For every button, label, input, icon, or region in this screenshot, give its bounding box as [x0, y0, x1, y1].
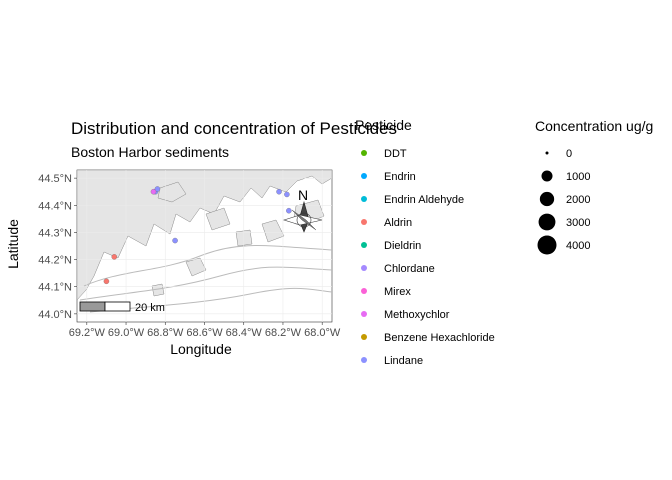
- color-legend-label: Lindane: [384, 355, 423, 367]
- size-legend-key: [545, 151, 549, 155]
- y-tick-label: 44.3°N: [38, 227, 72, 239]
- color-legend-label: Endrin: [384, 171, 416, 183]
- y-tick-label: 44.1°N: [38, 282, 72, 294]
- color-legend-label: Aldrin: [384, 217, 412, 229]
- color-legend-label: Endrin Aldehyde: [384, 194, 464, 206]
- color-legend: DDT Endrin Endrin Aldehyde Aldrin Dieldrin Ch…: [361, 148, 495, 367]
- size-legend-key: [537, 235, 557, 255]
- chart-title: Distribution and concentration of Pestic…: [71, 119, 397, 138]
- size-legend-label: 4000: [566, 240, 590, 252]
- color-legend-label: Benzene Hexachloride: [384, 332, 495, 344]
- data-point: [276, 188, 282, 195]
- data-point: [150, 188, 157, 195]
- color-legend-key: [361, 219, 367, 225]
- size-legend-key: [539, 191, 555, 207]
- color-legend-label: DDT: [384, 148, 407, 160]
- color-legend-label: Methoxychlor: [384, 309, 450, 321]
- color-legend-label: Dieldrin: [384, 240, 421, 252]
- y-tick-label: 44.5°N: [38, 173, 72, 185]
- scale-bar-label: 20 km: [135, 302, 165, 314]
- y-axis-label: Latitude: [5, 219, 21, 269]
- x-tick-label: 68.4°W: [226, 327, 263, 339]
- color-legend-key: [361, 150, 367, 156]
- color-legend-label: Chlordane: [384, 263, 435, 275]
- north-arrow: N: [282, 187, 323, 233]
- color-legend-key: [361, 334, 367, 340]
- color-legend-title: Pesticide: [355, 117, 412, 133]
- x-axis-label: Longitude: [170, 341, 232, 357]
- size-legend-label: 3000: [566, 217, 590, 229]
- y-axis: 44.0°N 44.1°N 44.2°N 44.3°N 44.4°N 44.5°N: [38, 173, 77, 321]
- chart-subtitle: Boston Harbor sediments: [71, 144, 229, 160]
- north-label: N: [298, 187, 308, 203]
- color-legend-key: [361, 357, 367, 363]
- data-point: [111, 254, 118, 260]
- x-tick-label: 69.2°W: [69, 327, 106, 339]
- data-point: [154, 186, 161, 192]
- color-legend-label: Mirex: [384, 286, 411, 298]
- size-legend-label: 2000: [566, 194, 590, 206]
- data-point: [103, 278, 110, 285]
- data-point: [284, 191, 290, 198]
- scale-bar-dark: [79, 301, 106, 312]
- x-tick-label: 69.0°W: [108, 327, 145, 339]
- size-legend: 0 1000 2000 3000 4000: [537, 148, 590, 255]
- x-tick-label: 68.8°W: [147, 327, 184, 339]
- color-legend-key: [361, 196, 367, 202]
- x-tick-label: 68.6°W: [186, 327, 223, 339]
- x-tick-label: 68.0°W: [304, 327, 341, 339]
- size-legend-key: [538, 213, 556, 231]
- grid: [77, 170, 332, 322]
- y-tick-label: 44.2°N: [38, 255, 72, 267]
- scale-bar: 20 km: [79, 301, 165, 314]
- size-legend-title: Concentration ug/g: [535, 118, 653, 134]
- y-tick-label: 44.4°N: [38, 200, 72, 212]
- data-point: [286, 207, 292, 214]
- size-legend-key: [541, 170, 553, 182]
- color-legend-key: [361, 242, 367, 248]
- x-tick-label: 68.2°W: [265, 327, 302, 339]
- color-legend-key: [361, 288, 367, 294]
- size-legend-label: 0: [566, 148, 572, 160]
- data-point: [172, 237, 178, 244]
- size-legend-label: 1000: [566, 171, 590, 183]
- color-legend-key: [361, 265, 367, 271]
- x-axis: 69.2°W 69.0°W 68.8°W 68.6°W 68.4°W 68.2°W 68.0…: [69, 322, 341, 339]
- color-legend-key: [361, 311, 367, 317]
- scale-bar-light: [104, 301, 131, 312]
- y-tick-label: 44.0°N: [38, 309, 72, 321]
- color-legend-key: [361, 173, 367, 179]
